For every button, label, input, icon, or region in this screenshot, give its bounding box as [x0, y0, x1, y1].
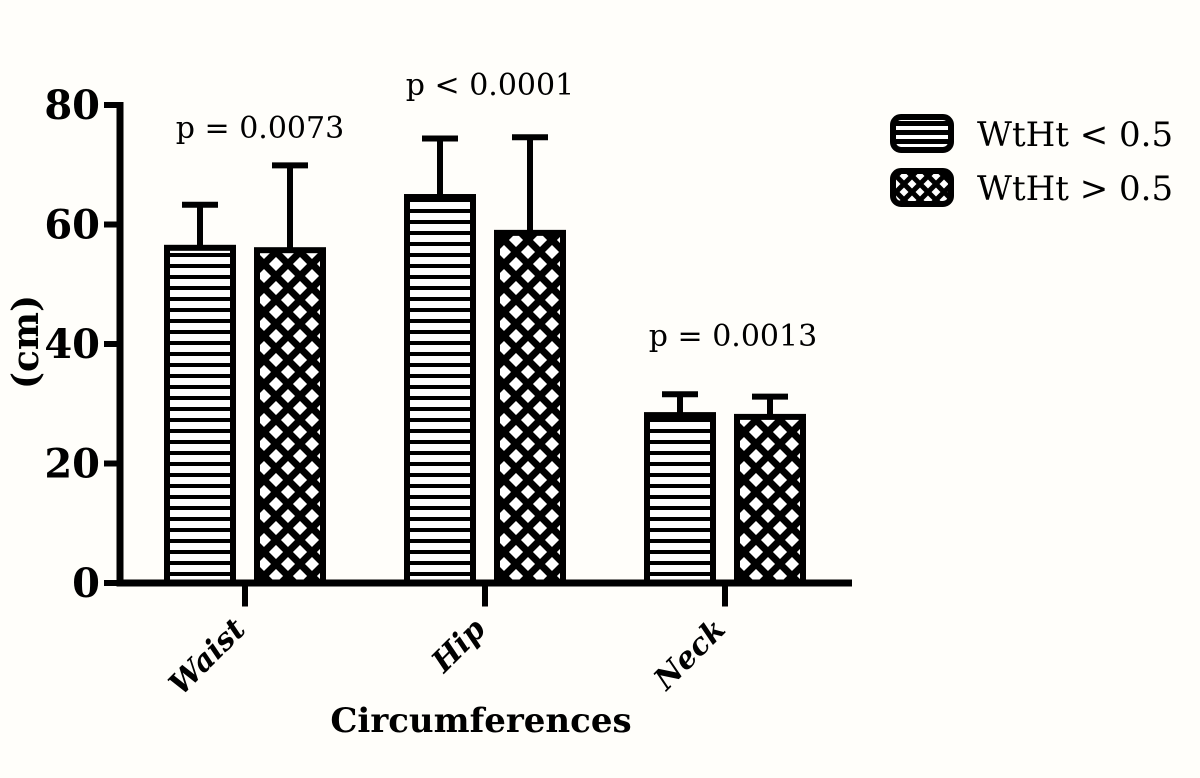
bar-hip-s2: [494, 229, 566, 587]
y-tick-label-80: 80: [44, 82, 100, 129]
x-axis-title: Circumferences: [330, 701, 631, 741]
y-tick-label-40: 40: [44, 321, 100, 368]
legend-swatch-crosshatch-icon: [890, 168, 954, 207]
p-value-waist: p = 0.0073: [176, 111, 344, 146]
category-labels: Waist Hip Neck: [162, 612, 732, 702]
y-tick-labels: 0 20 40 60 80: [44, 82, 100, 607]
bar-waist-s2: [254, 247, 326, 586]
y-axis-label: (cm): [5, 295, 47, 389]
legend-label-series2: WtHt > 0.5: [977, 169, 1173, 209]
category-label-hip: Hip: [424, 612, 492, 680]
bar-hip-s1: [404, 194, 476, 586]
y-tick-label-0: 0: [72, 560, 100, 607]
p-value-hip: p < 0.0001: [406, 68, 574, 103]
bar-neck-s2: [734, 413, 806, 586]
bars: [164, 194, 806, 587]
p-value-annotations: p = 0.0073 p < 0.0001 p = 0.0013: [176, 68, 817, 354]
axes: [104, 102, 852, 607]
legend-swatch-horizontal-lines-icon: [890, 114, 954, 153]
y-tick-label-60: 60: [44, 202, 100, 249]
category-label-waist: Waist: [162, 612, 252, 702]
bar-waist-s1: [164, 244, 236, 587]
category-label-neck: Neck: [647, 612, 733, 698]
bar-neck-s1: [644, 412, 716, 587]
y-tick-label-20: 20: [44, 441, 100, 488]
error-bars: [182, 134, 788, 427]
p-value-neck: p = 0.0013: [649, 319, 817, 354]
legend: WtHt < 0.5 WtHt > 0.5: [890, 114, 1173, 209]
legend-label-series1: WtHt < 0.5: [977, 115, 1173, 155]
